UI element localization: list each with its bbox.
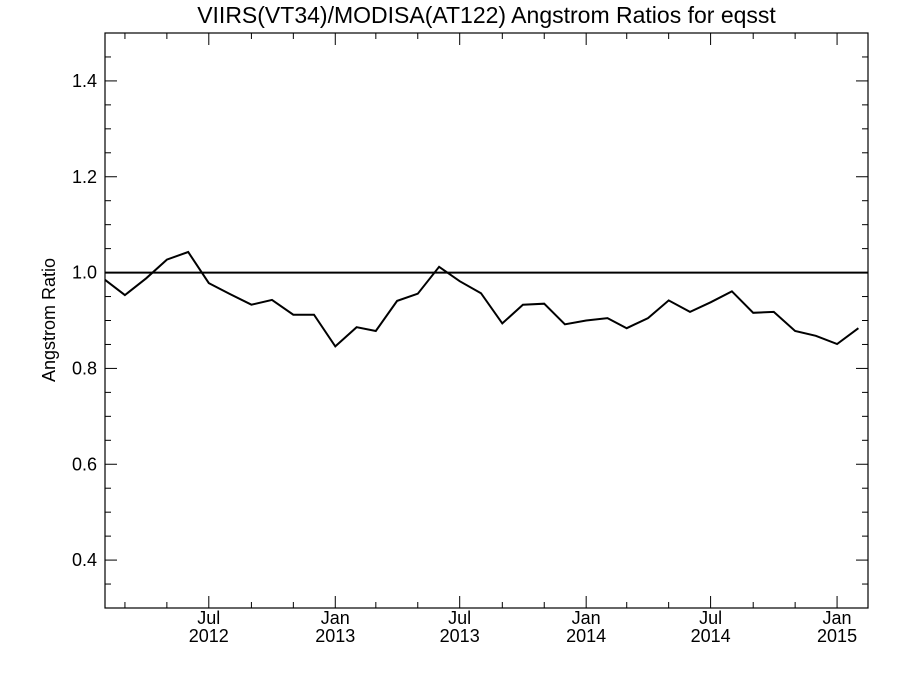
x-tick-year-label: 2013	[315, 626, 355, 646]
y-tick-label: 0.4	[72, 550, 97, 570]
x-tick-year-label: 2014	[566, 626, 606, 646]
x-tick-month-label: Jul	[699, 608, 722, 628]
chart-title: VIIRS(VT34)/MODISA(AT122) Angstrom Ratio…	[197, 2, 776, 28]
x-tick-month-label: Jan	[321, 608, 350, 628]
x-tick-year-label: 2015	[817, 626, 857, 646]
y-tick-label: 1.4	[72, 71, 97, 91]
y-axis: 0.4 0.6 0.8 1.0 1.2 1.4	[72, 56, 868, 585]
y-axis-label: Angstrom Ratio	[39, 258, 59, 382]
y-tick-label: 1.2	[72, 167, 97, 187]
x-tick-month-label: Jul	[197, 608, 220, 628]
plot-border	[104, 32, 869, 609]
y-tick-label: 0.8	[72, 358, 97, 378]
x-tick-year-label: 2014	[691, 626, 731, 646]
x-tick-month-label: Jan	[823, 608, 852, 628]
x-axis: Jul2012Jan2013Jul2013Jan2014Jul2014Jan20…	[124, 33, 857, 646]
x-tick-year-label: 2012	[189, 626, 229, 646]
x-tick-month-label: Jan	[572, 608, 601, 628]
series-line	[104, 250, 859, 348]
y-tick-label: 0.6	[72, 454, 97, 474]
y-tick-label: 1.0	[72, 263, 97, 283]
plot-frame	[104, 32, 869, 609]
x-tick-month-label: Jul	[448, 608, 471, 628]
series-group	[104, 250, 859, 348]
x-tick-year-label: 2013	[440, 626, 480, 646]
